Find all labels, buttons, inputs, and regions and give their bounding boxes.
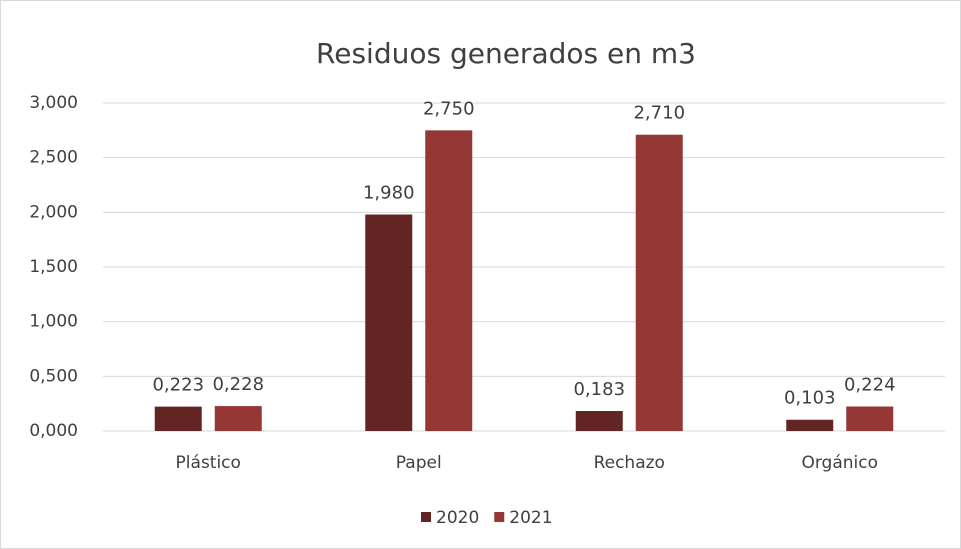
chart-title: Residuos generados en m3 xyxy=(316,37,696,70)
y-tick-label: 2,500 xyxy=(29,148,78,168)
x-tick-label: Orgánico xyxy=(801,453,878,473)
x-tick-label: Plástico xyxy=(176,453,241,473)
legend-swatch xyxy=(494,512,505,522)
x-tick-label: Rechazo xyxy=(594,453,665,473)
x-tick-label: Papel xyxy=(396,453,442,473)
y-tick-label: 2,000 xyxy=(29,202,78,222)
bar xyxy=(365,214,413,431)
data-label: 0,223 xyxy=(152,375,204,396)
bar xyxy=(154,406,202,431)
y-tick-label: 1,500 xyxy=(29,257,78,277)
bar xyxy=(635,134,683,431)
legend-label: 2020 xyxy=(436,508,479,528)
bar xyxy=(425,130,473,432)
data-label: 2,750 xyxy=(423,98,475,119)
data-label: 2,710 xyxy=(633,103,685,124)
data-label: 0,224 xyxy=(844,375,896,396)
bar xyxy=(575,410,623,431)
y-tick-label: 3,000 xyxy=(29,93,78,113)
bar xyxy=(786,419,834,431)
y-tick-label: 0,000 xyxy=(29,421,78,441)
bar xyxy=(214,406,262,431)
legend-swatch xyxy=(421,512,431,522)
data-label: 0,228 xyxy=(212,374,264,395)
data-label: 0,103 xyxy=(784,388,836,409)
y-tick-label: 1,000 xyxy=(29,312,78,332)
data-label: 1,980 xyxy=(363,183,415,204)
data-label: 0,183 xyxy=(573,379,625,400)
legend-label: 2021 xyxy=(509,508,552,528)
bar xyxy=(846,406,894,431)
y-tick-label: 0,500 xyxy=(29,366,78,386)
